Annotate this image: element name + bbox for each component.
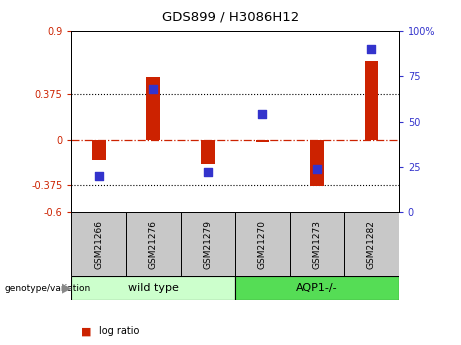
Text: GSM21279: GSM21279 xyxy=(203,219,213,269)
Point xyxy=(204,169,212,175)
Point xyxy=(259,112,266,117)
Text: GSM21270: GSM21270 xyxy=(258,219,267,269)
Text: ▶: ▶ xyxy=(62,282,71,295)
Point xyxy=(368,47,375,52)
Bar xyxy=(201,140,215,164)
Bar xyxy=(235,276,399,300)
Bar xyxy=(147,77,160,140)
Bar xyxy=(344,212,399,276)
Point xyxy=(313,166,321,171)
Text: GDS899 / H3086H12: GDS899 / H3086H12 xyxy=(162,10,299,23)
Bar xyxy=(255,140,269,142)
Point xyxy=(95,173,102,179)
Text: genotype/variation: genotype/variation xyxy=(5,284,91,293)
Bar xyxy=(310,140,324,186)
Bar xyxy=(290,212,344,276)
Bar xyxy=(71,212,126,276)
Bar xyxy=(71,276,235,300)
Bar xyxy=(365,61,378,140)
Point xyxy=(149,86,157,92)
Text: GSM21282: GSM21282 xyxy=(367,220,376,268)
Text: log ratio: log ratio xyxy=(99,326,140,336)
Text: wild type: wild type xyxy=(128,283,179,293)
Text: GSM21273: GSM21273 xyxy=(313,219,321,269)
Text: AQP1-/-: AQP1-/- xyxy=(296,283,338,293)
Bar xyxy=(181,212,235,276)
Bar xyxy=(235,212,290,276)
Text: GSM21266: GSM21266 xyxy=(94,219,103,269)
Bar xyxy=(126,212,181,276)
Bar xyxy=(92,140,106,160)
Text: ■: ■ xyxy=(81,326,91,336)
Text: GSM21276: GSM21276 xyxy=(149,219,158,269)
